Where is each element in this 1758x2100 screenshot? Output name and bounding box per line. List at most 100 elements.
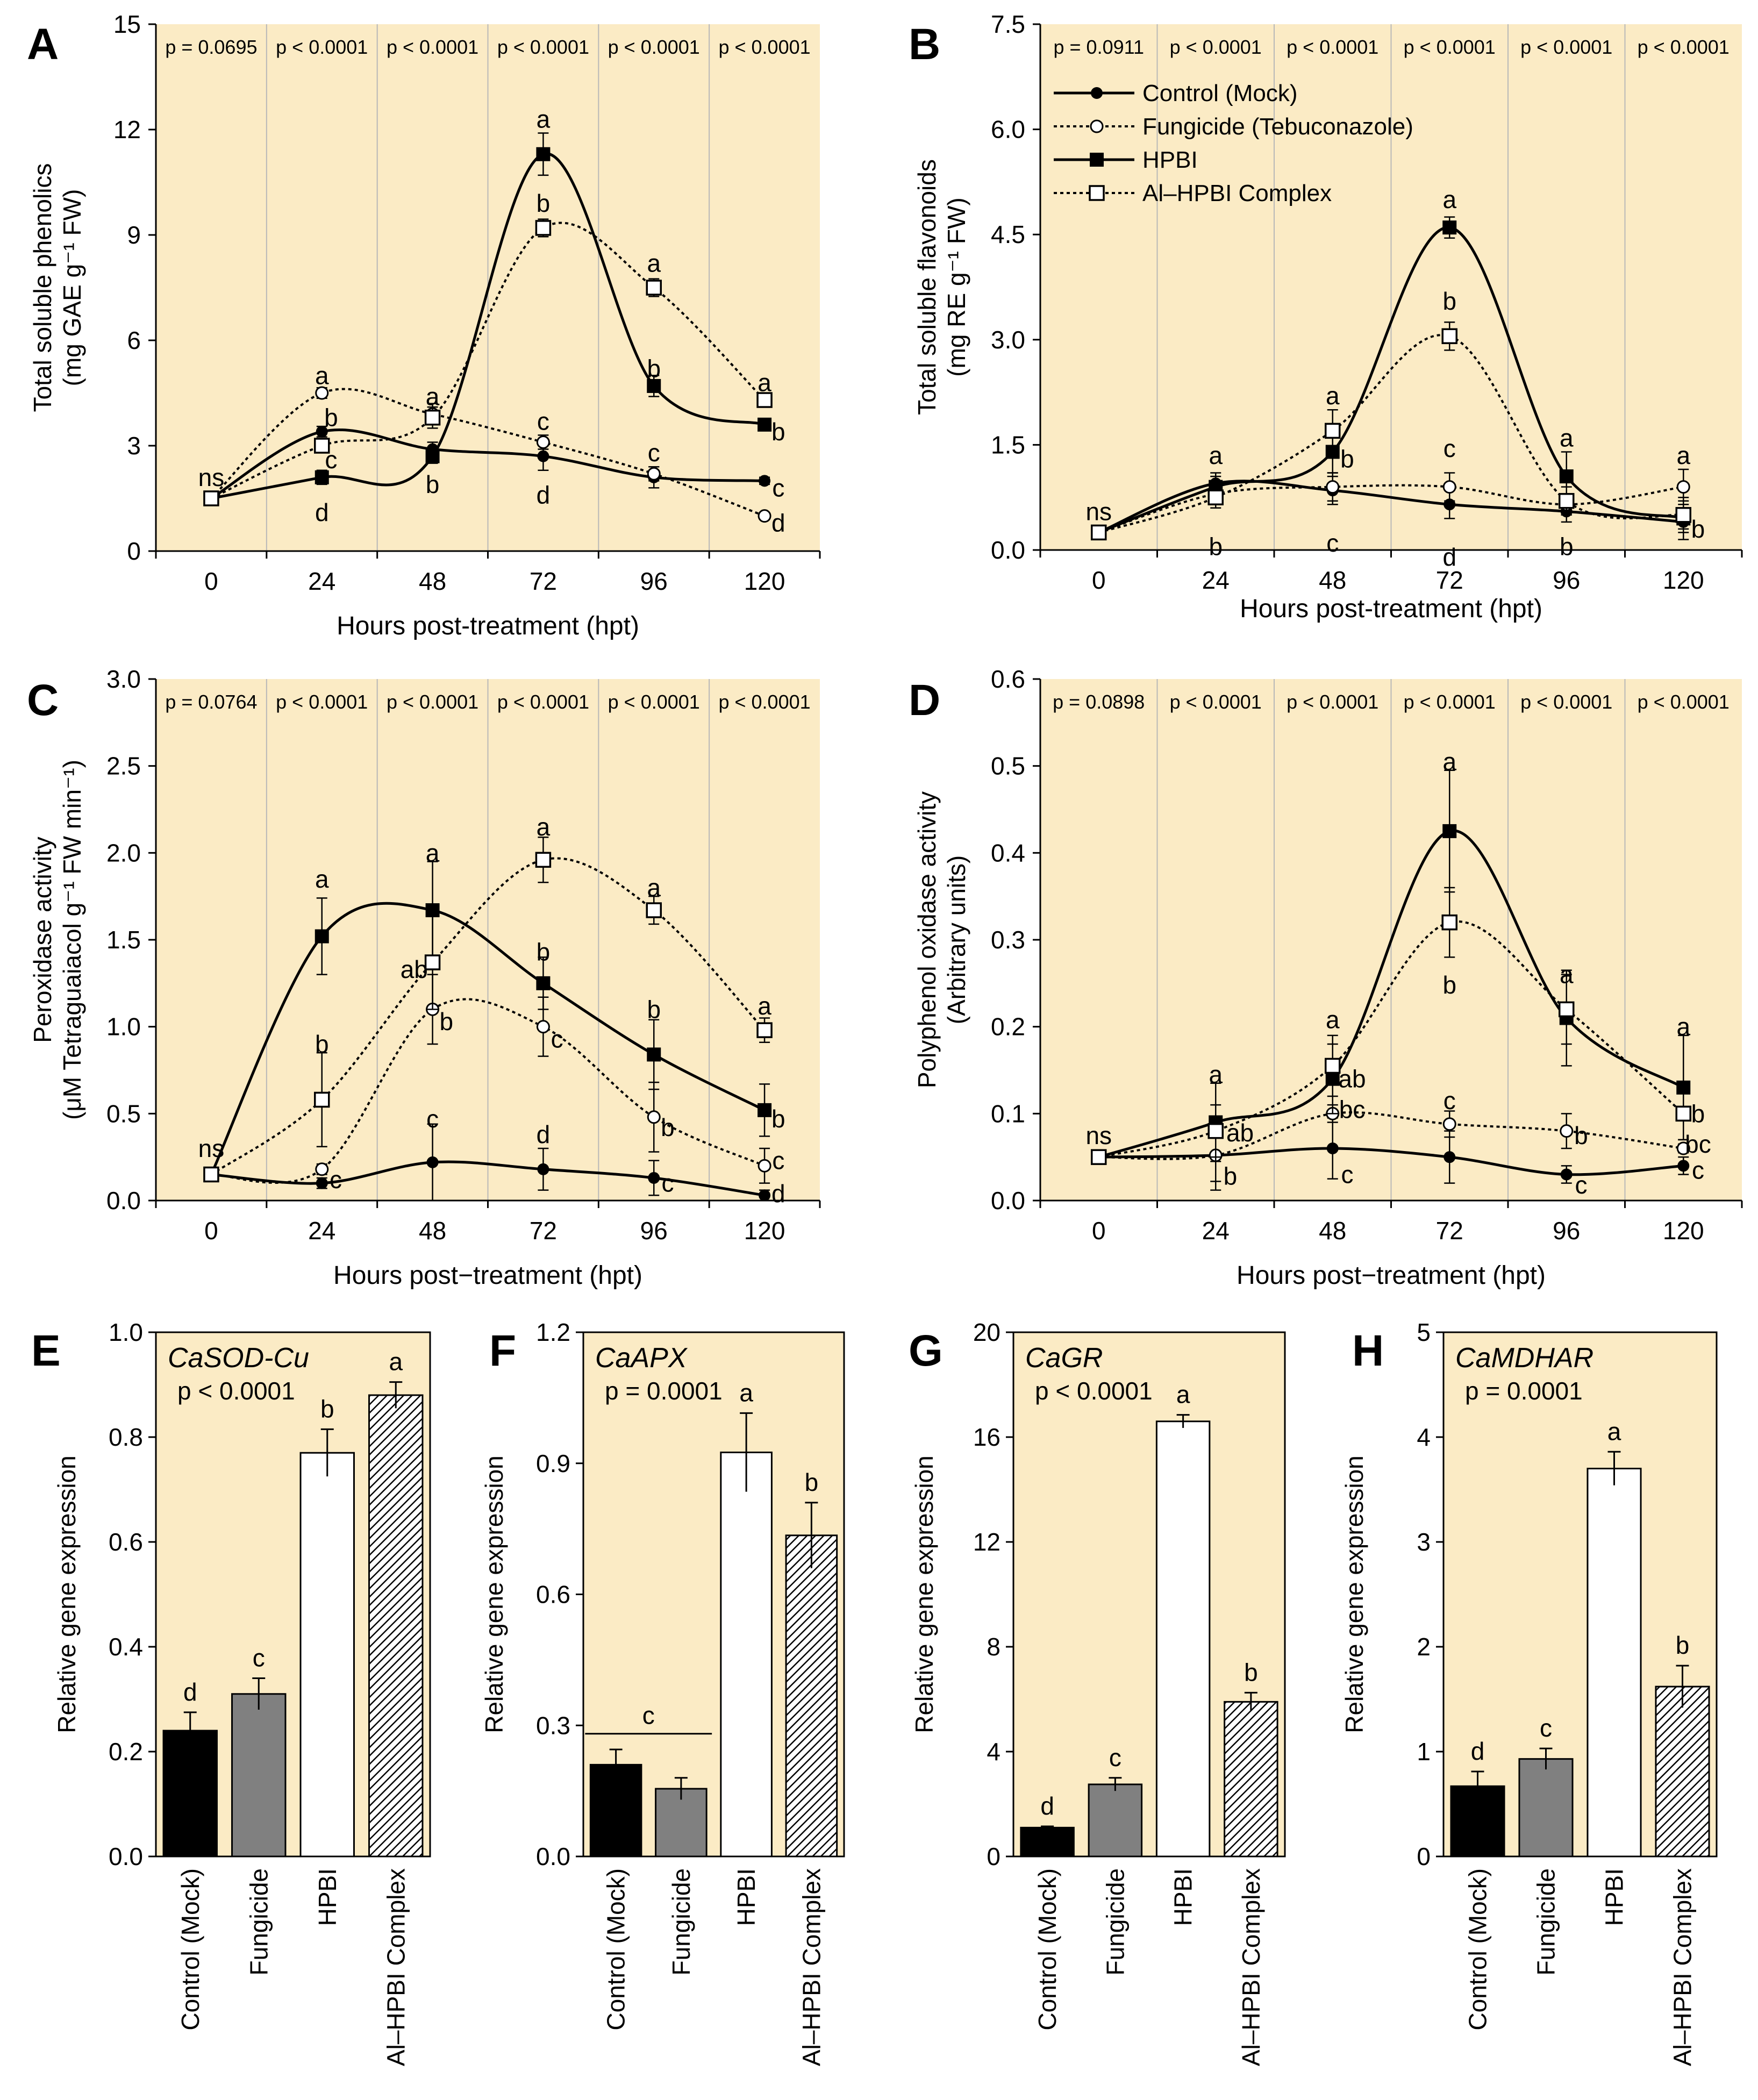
significance-letter: a	[1676, 441, 1690, 469]
category-label: Fungicide	[1532, 1868, 1560, 1975]
significance-letter: c	[426, 1105, 439, 1133]
x-tick-label: 0	[1092, 1217, 1106, 1245]
significance-letter: a	[537, 105, 551, 133]
bar-1	[162, 1730, 218, 1858]
x-tick-label: 120	[744, 1217, 785, 1245]
bar-4	[368, 1394, 424, 1858]
bar-4	[1655, 1685, 1710, 1858]
y-tick-label: 0.0	[991, 536, 1025, 564]
significance-letter: b	[805, 1468, 819, 1496]
significance-letter: ab	[401, 955, 428, 983]
marker-hpbi	[647, 378, 661, 393]
y-axis-title: Polyphenol oxidase activity	[913, 791, 941, 1088]
panel-b: p = 0.0911 p < 0.0001 p < 0.0001 p < 0.0001…	[909, 10, 1743, 623]
x-axis-title: Hours post−treatment (hpt)	[1237, 1261, 1546, 1290]
marker-fungicide	[536, 435, 550, 449]
series-complex	[203, 218, 773, 506]
pvalue-label: p = 0.0695	[165, 36, 257, 58]
significance-letter: d	[537, 481, 551, 509]
pvalue-label: p < 0.0001	[1638, 36, 1730, 58]
x-tick-label: 96	[1553, 1217, 1580, 1245]
significance-letter: d	[315, 498, 329, 526]
significance-letter: c	[551, 1025, 563, 1053]
marker-fungicide	[315, 386, 329, 400]
significance-letter: ns	[1085, 1122, 1112, 1149]
marker-hpbi	[315, 470, 329, 484]
pvalue-label: p < 0.0001	[1520, 36, 1612, 58]
y-tick-label: 0.1	[991, 1099, 1025, 1127]
significance-letter: a	[1676, 1013, 1690, 1041]
y-tick-label: 1.0	[109, 1318, 143, 1346]
significance-letter: a	[537, 813, 551, 841]
significance-letter: bc	[1685, 1130, 1711, 1158]
significance-letter: a	[1560, 961, 1574, 989]
significance-letter: d	[537, 1120, 551, 1148]
significance-letter: c	[1443, 434, 1456, 462]
x-tick-label: 0	[204, 1217, 218, 1245]
significance-letter: d	[1442, 543, 1456, 571]
bar-1	[1020, 1826, 1075, 1858]
significance-letter: a	[389, 1348, 403, 1376]
significance-letter: c	[1692, 1156, 1704, 1184]
marker-control	[1443, 1151, 1456, 1163]
pvalue-label: p < 0.0001	[608, 36, 700, 58]
legend-label-fungicide: Fungicide (Tebuconazole)	[1142, 113, 1413, 140]
significance-letter: a	[1560, 424, 1574, 452]
pvalue-label: p < 0.0001	[608, 691, 700, 713]
y-tick-label: 0.0	[109, 1842, 143, 1870]
marker-complex	[1091, 1149, 1107, 1165]
significance-letter: c	[772, 1147, 784, 1175]
marker-fungicide	[1090, 119, 1104, 133]
marker-complex	[1559, 492, 1575, 509]
category-label: Control (Mock)	[1033, 1868, 1061, 2031]
pvalue-label: p < 0.0001	[1404, 691, 1496, 713]
significance-letter: a	[1209, 1061, 1223, 1089]
marker-complex	[646, 280, 662, 296]
y-tick-label: 0.8	[109, 1423, 143, 1451]
panel-e: 0.0 0.2 0.4 0.6 0.8 1.0 Relative gene expressi…	[31, 1318, 431, 2066]
significance-letter: a	[739, 1378, 753, 1406]
significance-letter: b	[426, 470, 440, 498]
pvalue-label: p < 0.0001	[177, 1377, 295, 1405]
significance-letter: b	[771, 418, 785, 446]
y-tick-label: 3.0	[991, 326, 1025, 354]
y-tick-label: 0.0	[991, 1187, 1025, 1215]
x-tick-label: 96	[640, 567, 668, 595]
pvalue-label: p = 0.0001	[605, 1377, 723, 1405]
marker-hpbi	[425, 449, 440, 463]
significance-letter: c	[642, 1702, 655, 1730]
series-complex	[1091, 887, 1691, 1165]
category-label: Control (Mock)	[602, 1868, 630, 2031]
significance-letter: c	[1540, 1714, 1552, 1742]
marker-hpbi	[1442, 220, 1457, 235]
y-axis-title: Relative gene expression	[53, 1455, 81, 1733]
bar-4	[785, 1534, 838, 1858]
y-tick-label: 16	[973, 1423, 1001, 1451]
x-tick-label: 72	[1436, 566, 1463, 594]
x-tick-label: 48	[1319, 566, 1346, 594]
y-tick-label: 0	[127, 537, 141, 565]
significance-letter: c	[1109, 1744, 1121, 1772]
significance-letter: b	[1244, 1658, 1258, 1686]
x-tick-label: 72	[530, 567, 557, 595]
bar-3	[299, 1452, 355, 1858]
significance-letter: b	[647, 354, 661, 382]
y-axis-title: Total soluble flavonoids	[913, 159, 941, 415]
significance-letter: d	[1471, 1737, 1485, 1765]
significance-letter: a	[1607, 1417, 1621, 1445]
marker-control	[316, 425, 328, 438]
significance-letter: a	[426, 383, 440, 411]
marker-complex	[1441, 328, 1457, 345]
y-tick-label: 2.5	[106, 752, 141, 780]
series-line-fungicide	[1098, 1111, 1684, 1160]
bar-2	[655, 1788, 708, 1858]
marker-control	[426, 1156, 439, 1168]
significance-letter: b	[440, 1008, 454, 1035]
marker-hpbi	[315, 929, 329, 944]
series-line-complex	[1098, 920, 1684, 1159]
series-hpbi	[204, 132, 772, 505]
y-tick-label: 1	[1417, 1738, 1431, 1766]
marker-hpbi	[1442, 824, 1457, 838]
significance-letter: b	[1691, 515, 1705, 543]
marker-control	[537, 450, 549, 462]
